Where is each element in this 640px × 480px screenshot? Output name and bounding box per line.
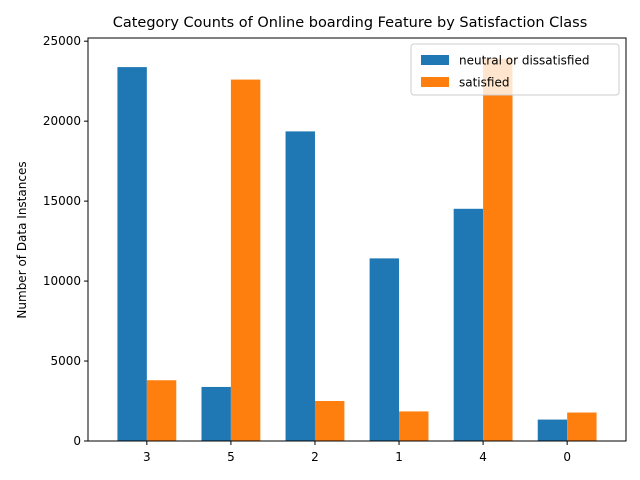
y-axis: 0 5000 10000 15000 20000 25000 [43,34,88,448]
bar-neutral-or-dissatisfied-3 [117,67,147,441]
y-tick-label: 25000 [43,34,81,48]
bar-satisfied-3 [146,380,177,441]
legend-label: satisfied [459,76,509,90]
x-tick-label: 4 [479,450,487,464]
bar-neutral-or-dissatisfied-4 [453,208,484,441]
bar-satisfied-4 [483,58,513,442]
y-tick-label: 20000 [43,114,81,128]
x-tick-label: 1 [395,450,403,464]
x-tick-label: 2 [311,450,319,464]
legend-label: neutral or dissatisfied [459,54,589,68]
legend-swatch [421,55,449,65]
legend: neutral or dissatisfied satisfied [410,43,620,96]
bar-neutral-or-dissatisfied-2 [285,131,315,441]
x-tick-label: 5 [227,450,235,464]
y-tick-label: 15000 [43,194,81,208]
bar-neutral-or-dissatisfied-1 [369,258,400,441]
x-axis: 3 5 2 1 4 0 [143,441,571,464]
x-tick-label: 3 [143,450,151,464]
bar-satisfied-1 [399,411,429,441]
bar-satisfied-0 [567,412,597,441]
bar-neutral-or-dissatisfied-0 [537,419,568,441]
legend-swatch [421,77,449,87]
y-axis-label: Number of Data Instances [15,161,29,318]
bars [117,58,597,442]
bar-neutral-or-dissatisfied-5 [201,386,231,441]
y-tick-label: 0 [73,434,81,448]
legend-box [410,43,620,96]
bar-satisfied-5 [230,79,261,441]
x-tick-label: 0 [563,450,571,464]
plot-frame [87,37,627,442]
y-tick-label: 10000 [43,274,81,288]
y-tick-label: 5000 [50,354,81,368]
chart-title: Category Counts of Online boarding Featu… [113,15,588,31]
bar-satisfied-2 [314,401,345,441]
